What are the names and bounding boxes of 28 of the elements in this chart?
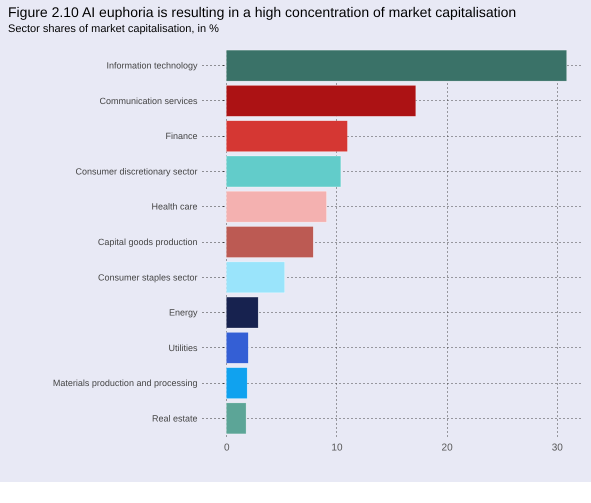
y-tick-label: Finance [165,131,198,142]
bar [226,226,314,258]
y-tick-label: Energy [168,308,198,318]
x-tick-label: 30 [552,442,564,454]
bar [226,296,259,328]
bar [226,261,285,294]
y-tick-label: Consumer discretionary sector [75,166,198,176]
bar [226,120,348,152]
bar [226,367,248,399]
bar [226,402,246,434]
y-tick-label: Information technology [106,60,198,71]
bar [226,156,342,188]
y-tick-label: Real estate [152,413,198,424]
x-tick-label: 0 [224,442,230,454]
bar [226,190,327,223]
text: Sector shares of market capitalisation, in % [8,23,220,35]
y-tick-label: Consumer staples sector [98,272,198,282]
y-tick-label: Materials production and processing [52,378,198,388]
x-tick-label: 10 [331,442,343,454]
bar [226,50,567,82]
y-tick-label: Utilities [168,342,198,353]
y-tick-label: Capital goods production [98,237,198,247]
bar [226,332,249,364]
y-tick-label: Health care [151,202,198,212]
bar [226,85,416,117]
chart-title: Figure 2.10 AI euphoria is resulting in a high concentration of market capitalisation [8,4,516,20]
y-tick-label: Communication services [99,96,198,106]
x-tick-label: 20 [442,442,454,454]
